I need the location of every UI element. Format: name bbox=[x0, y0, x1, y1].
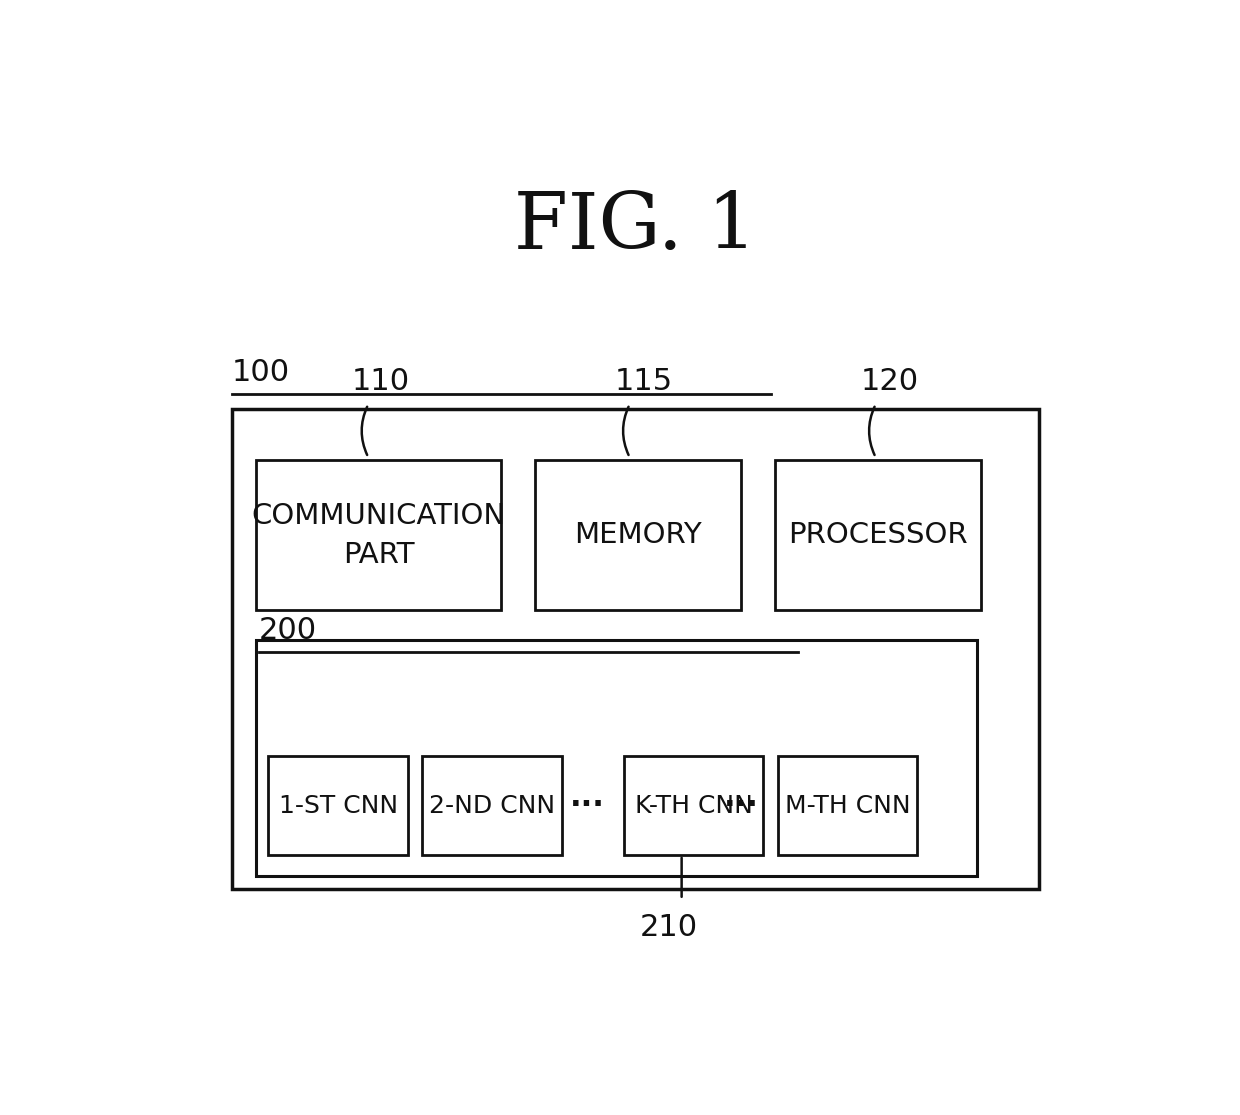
Bar bbox=[255, 640, 977, 876]
Text: 2-ND CNN: 2-ND CNN bbox=[429, 794, 554, 817]
Bar bbox=[777, 756, 918, 855]
Bar bbox=[422, 756, 562, 855]
Text: 100: 100 bbox=[232, 358, 290, 387]
Text: K-TH CNN: K-TH CNN bbox=[635, 794, 753, 817]
Bar bbox=[268, 756, 408, 855]
Bar bbox=[255, 460, 501, 610]
Text: ···: ··· bbox=[724, 791, 759, 820]
Text: 120: 120 bbox=[861, 367, 919, 396]
Text: M-TH CNN: M-TH CNN bbox=[785, 794, 910, 817]
Text: 1-ST CNN: 1-ST CNN bbox=[279, 794, 398, 817]
Text: COMMUNICATION
PART: COMMUNICATION PART bbox=[252, 502, 506, 569]
Text: MEMORY: MEMORY bbox=[574, 521, 702, 550]
Text: 200: 200 bbox=[259, 615, 317, 644]
Bar bbox=[534, 460, 742, 610]
Bar bbox=[624, 756, 764, 855]
Text: 115: 115 bbox=[614, 367, 672, 396]
Text: 210: 210 bbox=[640, 913, 698, 942]
Bar bbox=[775, 460, 982, 610]
Text: ···: ··· bbox=[570, 791, 605, 820]
Text: 110: 110 bbox=[352, 367, 410, 396]
Bar bbox=[232, 408, 1039, 890]
Text: PROCESSOR: PROCESSOR bbox=[789, 521, 968, 550]
Text: FIG. 1: FIG. 1 bbox=[515, 190, 756, 265]
